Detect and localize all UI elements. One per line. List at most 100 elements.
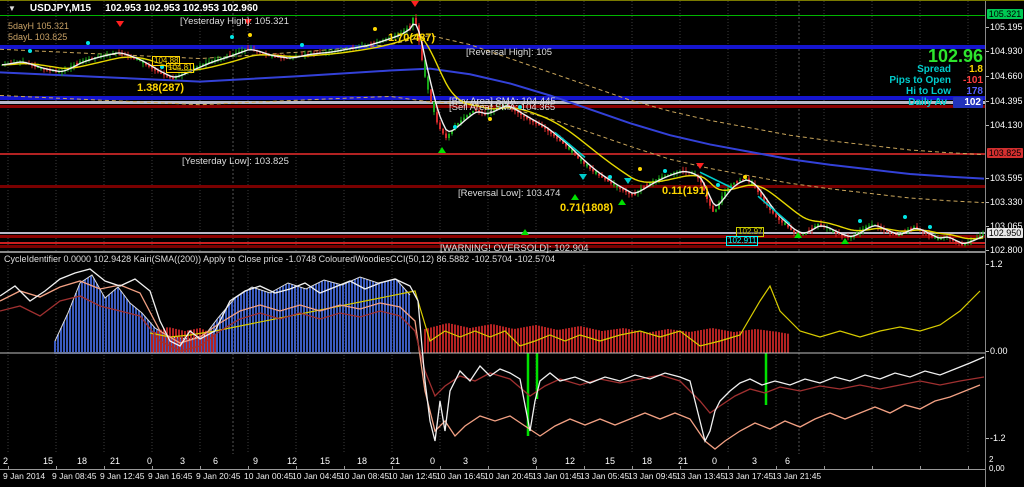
cyan-dot-icon xyxy=(903,215,907,219)
candle-body xyxy=(760,192,762,197)
axis-tick xyxy=(968,466,969,469)
cci-histogram-red xyxy=(604,330,606,353)
candle-body xyxy=(421,41,423,61)
candle-body xyxy=(43,68,45,70)
candle-body xyxy=(697,176,699,179)
cci-histogram-red xyxy=(637,331,639,353)
candle-body xyxy=(787,224,789,228)
chart-annotation-layer: [Yesterday High]: 105.321 [Reversal High]… xyxy=(0,1,985,254)
price-alert-box: 104.88 xyxy=(152,56,181,66)
cci-histogram-red xyxy=(199,328,201,353)
indicator-lines-layer xyxy=(0,268,985,450)
symbol-dropdown-icon[interactable]: ▼ xyxy=(8,4,16,13)
cyan-dot-icon xyxy=(28,49,32,53)
cci-histogram-red xyxy=(784,333,786,353)
cycle-histogram-blue xyxy=(381,282,383,353)
candle-body xyxy=(817,223,819,226)
axis-tick xyxy=(104,466,105,469)
yellow-dot-icon xyxy=(373,27,377,31)
indicator-subwindow[interactable] xyxy=(0,253,985,454)
candle-body xyxy=(502,104,504,107)
cycle-histogram-blue xyxy=(288,283,290,353)
candle-body xyxy=(781,220,783,223)
cci-histogram-red xyxy=(442,324,444,353)
candle-body xyxy=(889,231,891,234)
cci-histogram-red xyxy=(715,328,717,353)
cycle-histogram-blue xyxy=(249,288,251,353)
cci-histogram-red xyxy=(196,328,198,353)
cycle-histogram-blue xyxy=(75,293,77,353)
date-tick-label: 13 Jan 05:45 xyxy=(580,471,630,481)
horizontal-level-line xyxy=(0,101,985,104)
horizontal-level-line xyxy=(0,185,985,188)
candle-body xyxy=(505,104,507,106)
cci-histogram-red xyxy=(721,329,723,353)
yellow-dot-icon xyxy=(638,167,642,171)
cci-histogram-red xyxy=(640,331,642,353)
candle-body xyxy=(595,171,597,174)
candle-body xyxy=(412,17,414,27)
cci-histogram-red xyxy=(427,328,429,353)
cci-histogram-red xyxy=(700,330,702,353)
candle-body xyxy=(538,123,540,126)
candle-body xyxy=(541,125,543,128)
candle-body xyxy=(70,66,72,68)
candle-body xyxy=(655,179,657,181)
daily-av-row: Daily Av 102 xyxy=(813,97,983,108)
scale-tick-label: -1.2 xyxy=(986,433,1006,443)
cycle-histogram-blue xyxy=(102,294,104,353)
cycle-histogram-blue xyxy=(372,281,374,353)
cci-histogram-red xyxy=(553,329,555,353)
axis-tick xyxy=(296,466,297,469)
cycle-histogram-blue xyxy=(291,284,293,353)
cci-histogram-red xyxy=(547,327,549,353)
panel-separator[interactable] xyxy=(0,251,985,253)
price-scale[interactable]: 2 0,00 105.321 105.195 104.930 104.660 104.3… xyxy=(985,1,1024,487)
price-alert-box: 102.97 xyxy=(736,227,765,237)
cci-histogram-red xyxy=(580,326,582,353)
candle-body xyxy=(223,56,225,58)
candle-body xyxy=(82,60,84,62)
candle-body xyxy=(802,234,804,236)
date-tick-label: 10 Jan 00:45 xyxy=(244,471,294,481)
candle-body xyxy=(730,184,732,188)
candle-body xyxy=(271,55,273,57)
candle-body xyxy=(616,185,618,188)
scale-tick-label: 104.930 xyxy=(986,46,1023,56)
candle-body xyxy=(475,109,477,111)
candle-body xyxy=(85,59,87,61)
cycle-histogram-blue xyxy=(114,289,116,353)
axis-corner-top: 2 xyxy=(989,455,994,464)
cyan-dot-icon xyxy=(300,43,304,47)
candle-body xyxy=(706,190,708,199)
candle-body xyxy=(460,120,462,124)
candle-body xyxy=(169,76,171,78)
candle-body xyxy=(235,52,237,54)
cci-histogram-red xyxy=(439,325,441,353)
candle-body xyxy=(601,175,603,178)
candle-body xyxy=(931,235,933,237)
candle-body xyxy=(625,190,627,193)
candle-body xyxy=(439,122,441,129)
main-price-chart[interactable] xyxy=(0,1,985,253)
cci-histogram-red xyxy=(763,330,765,353)
candle-body xyxy=(517,111,519,114)
candle-body xyxy=(457,123,459,126)
scale-tick-label: 104.660 xyxy=(986,71,1023,81)
hour-tick-label: 9 xyxy=(532,456,538,466)
candle-body xyxy=(205,62,207,65)
time-axis[interactable]: 2 15 18 21 0 3 6 9 12 15 18 21 0 3 9 12 15 18 21 0 3 6 9 Jan 2… xyxy=(0,454,985,487)
cci-histogram-red xyxy=(541,326,543,353)
candle-body xyxy=(415,17,417,26)
cycle-histogram-blue xyxy=(99,289,101,353)
candle-body xyxy=(850,237,852,239)
cyan-signal-segment xyxy=(699,171,733,189)
cci-histogram-red xyxy=(703,329,705,353)
cycle-histogram-blue xyxy=(78,285,80,353)
candle-body xyxy=(214,59,216,61)
cycle-histogram-blue xyxy=(264,291,266,353)
cci-histogram-red xyxy=(562,329,564,353)
candle-body xyxy=(535,122,537,124)
candle-body xyxy=(622,188,624,191)
cci-histogram-red xyxy=(706,328,708,353)
